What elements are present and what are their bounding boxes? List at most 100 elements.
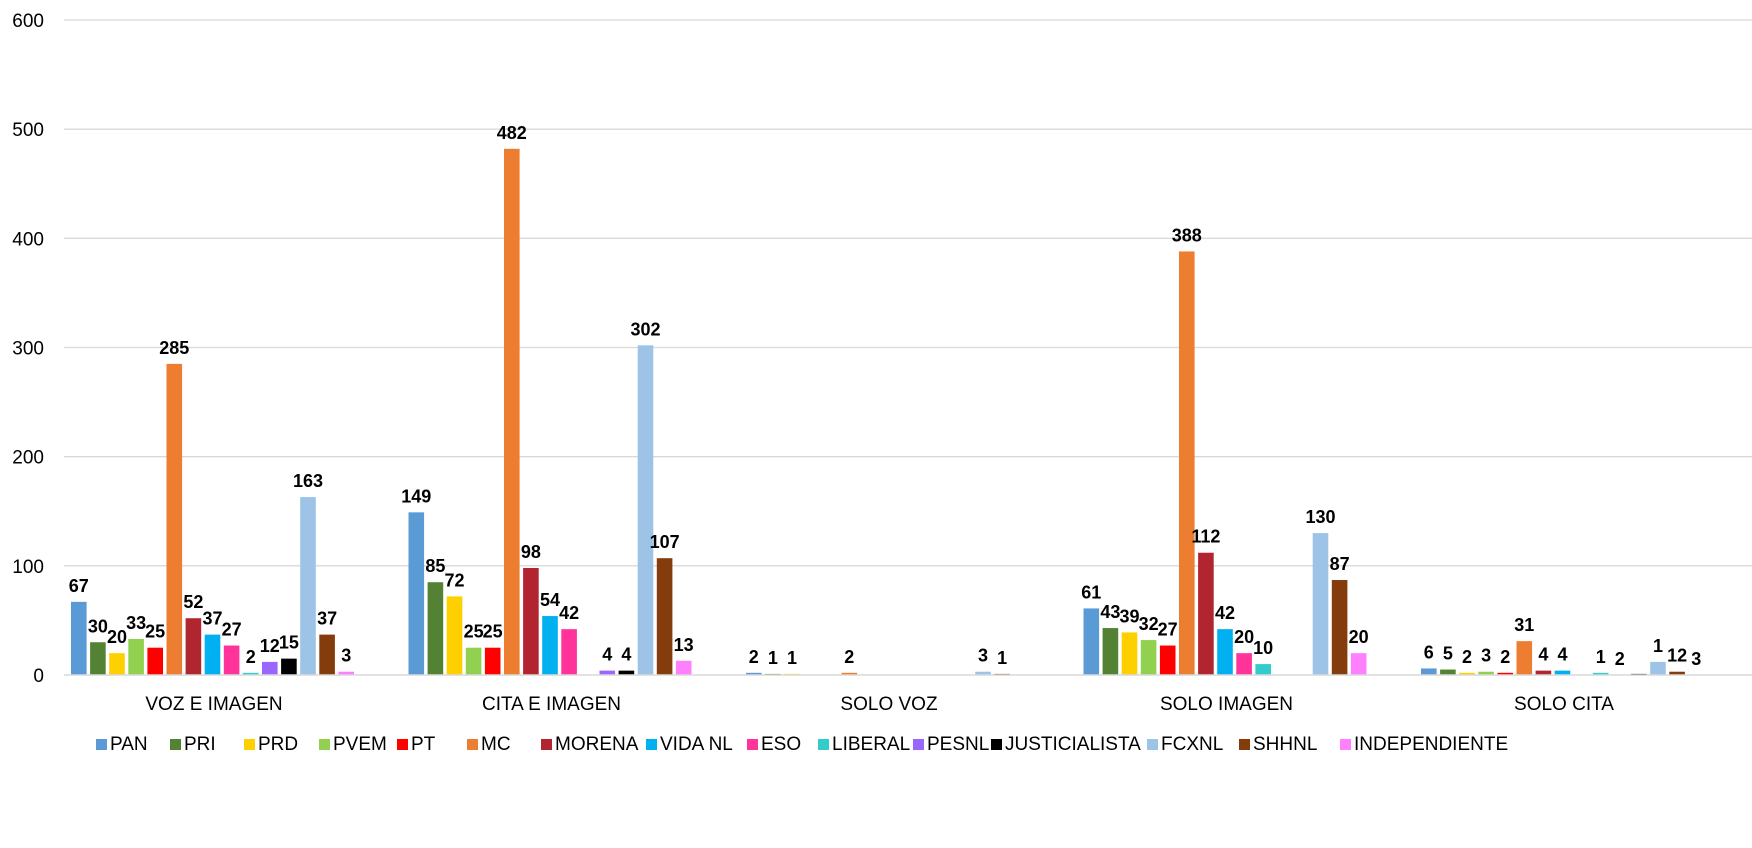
legend-item-morena: MORENA [541, 734, 639, 755]
legend-item-eso: ESO [747, 734, 801, 755]
data-label-mc-0: 285 [159, 338, 189, 358]
data-label-pan-1: 149 [401, 486, 431, 506]
data-label-pt-0: 25 [145, 622, 165, 642]
bar-vida-nl-4 [1554, 670, 1571, 675]
data-label-pvem-3: 32 [1139, 614, 1159, 634]
data-label-mc-3: 388 [1172, 225, 1202, 245]
bar-prd-4 [1459, 672, 1475, 675]
bar-fcxnl-4 [1650, 661, 1666, 675]
data-label-morena-0: 52 [183, 592, 203, 612]
bar-shhnl-3 [1331, 580, 1348, 675]
category-label-2: SOLO VOZ [840, 694, 938, 715]
data-label-pesnl-0: 12 [260, 636, 280, 656]
bar-pri-1 [427, 582, 444, 675]
data-label-eso-3: 20 [1234, 627, 1254, 647]
data-label-pan-2: 2 [749, 647, 759, 667]
legend-label: JUSTICIALISTA [1005, 734, 1141, 755]
bar-pt-4 [1497, 672, 1513, 675]
y-tick-label-500: 500 [12, 120, 44, 141]
legend-label: PT [411, 734, 436, 755]
data-label-independiente-3: 20 [1349, 627, 1369, 647]
bar-vida-nl-1 [542, 616, 558, 675]
legend-item-shhnl: SHHNL [1239, 734, 1317, 755]
bar-pri-3 [1102, 628, 1119, 675]
bar-pt-1 [484, 647, 501, 675]
bar-pvem-1 [465, 647, 482, 675]
data-label-liberal-3: 10 [1253, 638, 1273, 658]
bar-mc-4 [1516, 641, 1533, 675]
legend-item-prd: PRD [244, 734, 298, 755]
data-label-prd-4: 2 [1462, 647, 1472, 667]
legend-swatch [541, 739, 552, 750]
bar-pan-4 [1421, 668, 1437, 675]
bar-fcxnl-0 [300, 497, 316, 675]
data-label-justicialista-0: 15 [279, 633, 299, 653]
data-label-prd-2: 1 [787, 648, 797, 668]
bar-morena-3 [1198, 552, 1214, 675]
legend-item-pri: PRI [170, 734, 216, 755]
data-label-fcxnl-2: 3 [978, 646, 988, 666]
bar-prd-3 [1121, 632, 1138, 675]
data-label-prd-3: 39 [1119, 606, 1139, 626]
legend-item-justicialista: JUSTICIALISTA [991, 734, 1141, 755]
data-label-pvem-4: 3 [1481, 646, 1491, 666]
legend-item-mc: MC [467, 734, 511, 755]
category-label-1: CITA E IMAGEN [482, 694, 621, 715]
legend-item-pesnl: PESNL [913, 734, 989, 755]
data-label-pvem-0: 33 [126, 613, 146, 633]
data-label-prd-1: 72 [444, 570, 464, 590]
legend-swatch [818, 739, 829, 750]
bar-pan-3 [1083, 608, 1100, 675]
data-label-liberal-0: 2 [246, 647, 256, 667]
legend-item-independiente: INDEPENDIENTE [1340, 734, 1508, 755]
data-label-mc-1: 482 [497, 123, 527, 143]
data-label-eso-0: 27 [222, 620, 242, 640]
legend: PAN PRI PRD PVEM PT MC MORENA VIDA NL ESO LIBERAL… [96, 734, 1508, 755]
bar-vida-nl-0 [204, 634, 221, 675]
data-label-mc-2: 2 [844, 647, 854, 667]
data-label-shhnl-3: 87 [1330, 554, 1350, 574]
data-label-eso-1: 42 [559, 603, 579, 623]
x-axis-category-labels: VOZ E IMAGEN CITA E IMAGEN SOLO VOZ SOLO IM… [145, 694, 1614, 715]
data-label-fcxnl-1: 302 [630, 319, 660, 339]
bar-pri-0 [90, 642, 106, 675]
data-label-pan-0: 67 [69, 576, 89, 596]
data-label-shhnl-0: 37 [317, 609, 337, 629]
data-label-pan-4: 6 [1424, 642, 1434, 662]
bar-mc-0 [166, 363, 183, 675]
legend-item-fcxnl: FCXNL [1147, 734, 1223, 755]
y-tick-label-100: 100 [12, 557, 44, 578]
bar-pt-0 [147, 647, 163, 675]
legend-swatch [244, 739, 255, 750]
bars [71, 148, 1685, 676]
bar-pan-2 [746, 672, 762, 675]
category-label-4: SOLO CITA [1514, 694, 1614, 715]
data-label-vida-nl-1: 54 [540, 590, 560, 610]
data-label-vida-nl-0: 37 [202, 609, 222, 629]
bar-fcxnl-3 [1312, 533, 1329, 675]
data-label-pt-1: 25 [483, 622, 503, 642]
legend-label: MC [481, 734, 511, 755]
bar-mc-1 [504, 148, 520, 676]
legend-swatch [467, 739, 478, 750]
bar-prd-0 [109, 653, 125, 675]
data-label-independiente-1: 13 [674, 635, 694, 655]
bar-vida-nl-3 [1217, 629, 1233, 675]
bar-eso-1 [561, 629, 577, 675]
category-label-0: VOZ E IMAGEN [145, 694, 282, 715]
legend-label: PRI [184, 734, 216, 755]
legend-label: LIBERAL [832, 734, 910, 755]
bar-morena-0 [185, 618, 202, 675]
legend-item-pan: PAN [96, 734, 148, 755]
bar-pan-0 [71, 601, 87, 675]
data-label-mc-4: 31 [1514, 615, 1534, 635]
data-label-independiente-4: 3 [1691, 649, 1701, 669]
data-label-shhnl-1: 107 [650, 532, 680, 552]
legend-label: FCXNL [1161, 734, 1223, 755]
bar-pvem-3 [1140, 640, 1157, 675]
legend-item-vida-nl: VIDA NL [646, 734, 733, 755]
legend-label: VIDA NL [660, 734, 733, 755]
bar-pesnl-1 [599, 670, 616, 675]
data-label-morena-1: 98 [521, 542, 541, 562]
